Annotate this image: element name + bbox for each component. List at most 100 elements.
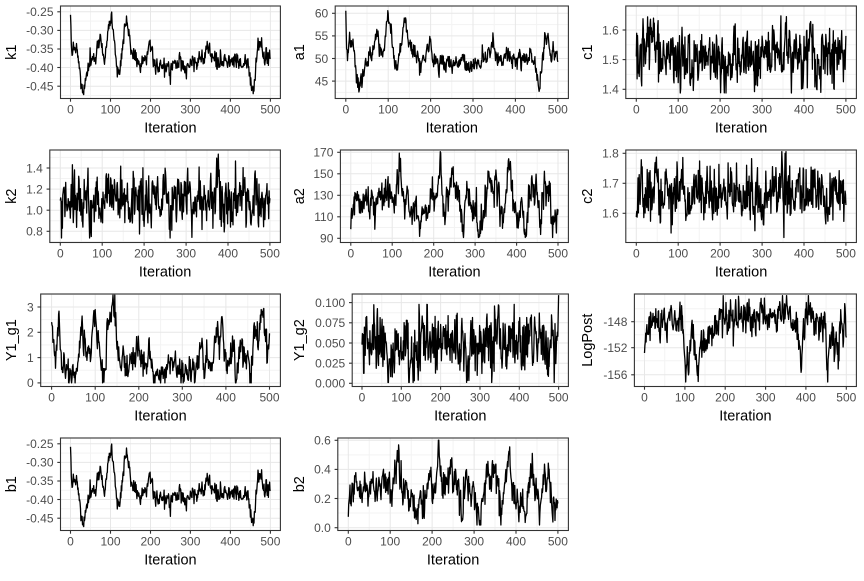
svg-text:a2: a2 bbox=[292, 188, 308, 204]
svg-text:100: 100 bbox=[675, 391, 695, 405]
svg-text:100: 100 bbox=[92, 247, 112, 261]
svg-text:400: 400 bbox=[509, 391, 529, 405]
svg-text:0.025: 0.025 bbox=[315, 357, 345, 371]
svg-text:-0.40: -0.40 bbox=[26, 493, 54, 507]
svg-text:1.2: 1.2 bbox=[26, 182, 43, 196]
svg-text:100: 100 bbox=[391, 391, 411, 405]
svg-text:Y1_g1: Y1_g1 bbox=[4, 319, 20, 361]
svg-text:400: 400 bbox=[216, 391, 236, 405]
svg-text:200: 200 bbox=[422, 535, 442, 549]
svg-text:-0.25: -0.25 bbox=[26, 5, 54, 19]
svg-text:-0.35: -0.35 bbox=[26, 42, 54, 56]
svg-text:-0.25: -0.25 bbox=[26, 437, 54, 451]
svg-text:1.8: 1.8 bbox=[602, 147, 619, 161]
svg-text:400: 400 bbox=[794, 247, 814, 261]
svg-text:500: 500 bbox=[549, 391, 569, 405]
svg-text:400: 400 bbox=[794, 103, 814, 117]
svg-text:300: 300 bbox=[752, 103, 772, 117]
svg-text:0.4: 0.4 bbox=[314, 463, 331, 477]
svg-text:300: 300 bbox=[752, 247, 772, 261]
svg-text:3: 3 bbox=[27, 300, 34, 314]
svg-text:Iteration: Iteration bbox=[134, 409, 186, 425]
svg-text:k2: k2 bbox=[4, 189, 20, 204]
svg-text:200: 200 bbox=[715, 391, 735, 405]
svg-text:b2: b2 bbox=[292, 476, 308, 492]
svg-text:Iteration: Iteration bbox=[427, 553, 479, 569]
svg-text:60: 60 bbox=[315, 7, 329, 21]
svg-text:200: 200 bbox=[129, 391, 149, 405]
svg-text:55: 55 bbox=[315, 29, 329, 43]
svg-text:200: 200 bbox=[421, 103, 441, 117]
svg-text:0: 0 bbox=[345, 535, 352, 549]
svg-text:0.0: 0.0 bbox=[314, 521, 331, 535]
svg-text:100: 100 bbox=[668, 103, 688, 117]
svg-text:a1: a1 bbox=[292, 44, 308, 60]
svg-text:Y1_g2: Y1_g2 bbox=[292, 319, 308, 361]
svg-text:130: 130 bbox=[313, 189, 333, 203]
svg-text:-0.45: -0.45 bbox=[26, 80, 54, 94]
svg-text:0.000: 0.000 bbox=[315, 377, 345, 391]
svg-text:Iteration: Iteration bbox=[144, 121, 196, 137]
svg-text:200: 200 bbox=[424, 247, 444, 261]
svg-text:100: 100 bbox=[380, 535, 400, 549]
svg-text:100: 100 bbox=[378, 103, 398, 117]
svg-text:0: 0 bbox=[48, 391, 55, 405]
svg-text:300: 300 bbox=[756, 391, 776, 405]
svg-text:1.5: 1.5 bbox=[602, 53, 619, 67]
svg-text:100: 100 bbox=[85, 391, 105, 405]
svg-text:0: 0 bbox=[641, 391, 648, 405]
svg-text:0.075: 0.075 bbox=[315, 316, 345, 330]
svg-text:0.8: 0.8 bbox=[26, 225, 43, 239]
svg-text:400: 400 bbox=[506, 535, 526, 549]
svg-text:2: 2 bbox=[27, 326, 34, 340]
svg-text:0: 0 bbox=[347, 247, 354, 261]
svg-text:400: 400 bbox=[220, 535, 240, 549]
svg-text:Iteration: Iteration bbox=[426, 121, 478, 137]
svg-text:300: 300 bbox=[176, 247, 196, 261]
svg-text:-0.45: -0.45 bbox=[26, 512, 54, 526]
svg-text:300: 300 bbox=[465, 247, 485, 261]
svg-text:500: 500 bbox=[260, 535, 280, 549]
svg-text:500: 500 bbox=[260, 103, 280, 117]
svg-text:500: 500 bbox=[836, 103, 856, 117]
svg-text:500: 500 bbox=[548, 247, 568, 261]
svg-text:500: 500 bbox=[836, 391, 856, 405]
svg-text:1.7: 1.7 bbox=[602, 177, 619, 191]
svg-text:110: 110 bbox=[314, 210, 333, 224]
svg-text:1.6: 1.6 bbox=[602, 23, 619, 37]
svg-text:0.100: 0.100 bbox=[315, 296, 345, 310]
svg-text:0: 0 bbox=[67, 535, 74, 549]
svg-text:c2: c2 bbox=[580, 189, 596, 204]
svg-text:Iteration: Iteration bbox=[144, 553, 196, 569]
svg-text:300: 300 bbox=[180, 103, 200, 117]
svg-text:400: 400 bbox=[505, 103, 525, 117]
svg-text:200: 200 bbox=[140, 535, 160, 549]
svg-text:-148: -148 bbox=[603, 315, 627, 329]
svg-text:LogPost: LogPost bbox=[580, 314, 596, 367]
svg-text:170: 170 bbox=[313, 146, 333, 160]
svg-text:Iteration: Iteration bbox=[715, 265, 767, 281]
svg-text:1.6: 1.6 bbox=[602, 207, 619, 221]
svg-text:300: 300 bbox=[180, 535, 200, 549]
svg-text:400: 400 bbox=[796, 391, 816, 405]
svg-text:200: 200 bbox=[134, 247, 154, 261]
svg-text:500: 500 bbox=[548, 535, 568, 549]
svg-text:200: 200 bbox=[710, 103, 730, 117]
svg-text:Iteration: Iteration bbox=[139, 265, 191, 281]
svg-text:100: 100 bbox=[668, 247, 688, 261]
svg-text:1.0: 1.0 bbox=[26, 204, 43, 218]
svg-text:300: 300 bbox=[463, 103, 483, 117]
svg-text:300: 300 bbox=[172, 391, 192, 405]
svg-text:1: 1 bbox=[27, 351, 34, 365]
svg-text:Iteration: Iteration bbox=[715, 121, 767, 137]
svg-text:150: 150 bbox=[313, 167, 333, 181]
svg-text:200: 200 bbox=[431, 391, 451, 405]
svg-text:-156: -156 bbox=[603, 368, 627, 382]
svg-text:0.2: 0.2 bbox=[314, 492, 331, 506]
svg-text:b1: b1 bbox=[4, 476, 20, 492]
svg-text:c1: c1 bbox=[580, 45, 596, 60]
svg-text:Iteration: Iteration bbox=[719, 409, 771, 425]
svg-text:0.6: 0.6 bbox=[314, 434, 331, 448]
svg-text:200: 200 bbox=[140, 103, 160, 117]
svg-text:0: 0 bbox=[27, 376, 34, 390]
